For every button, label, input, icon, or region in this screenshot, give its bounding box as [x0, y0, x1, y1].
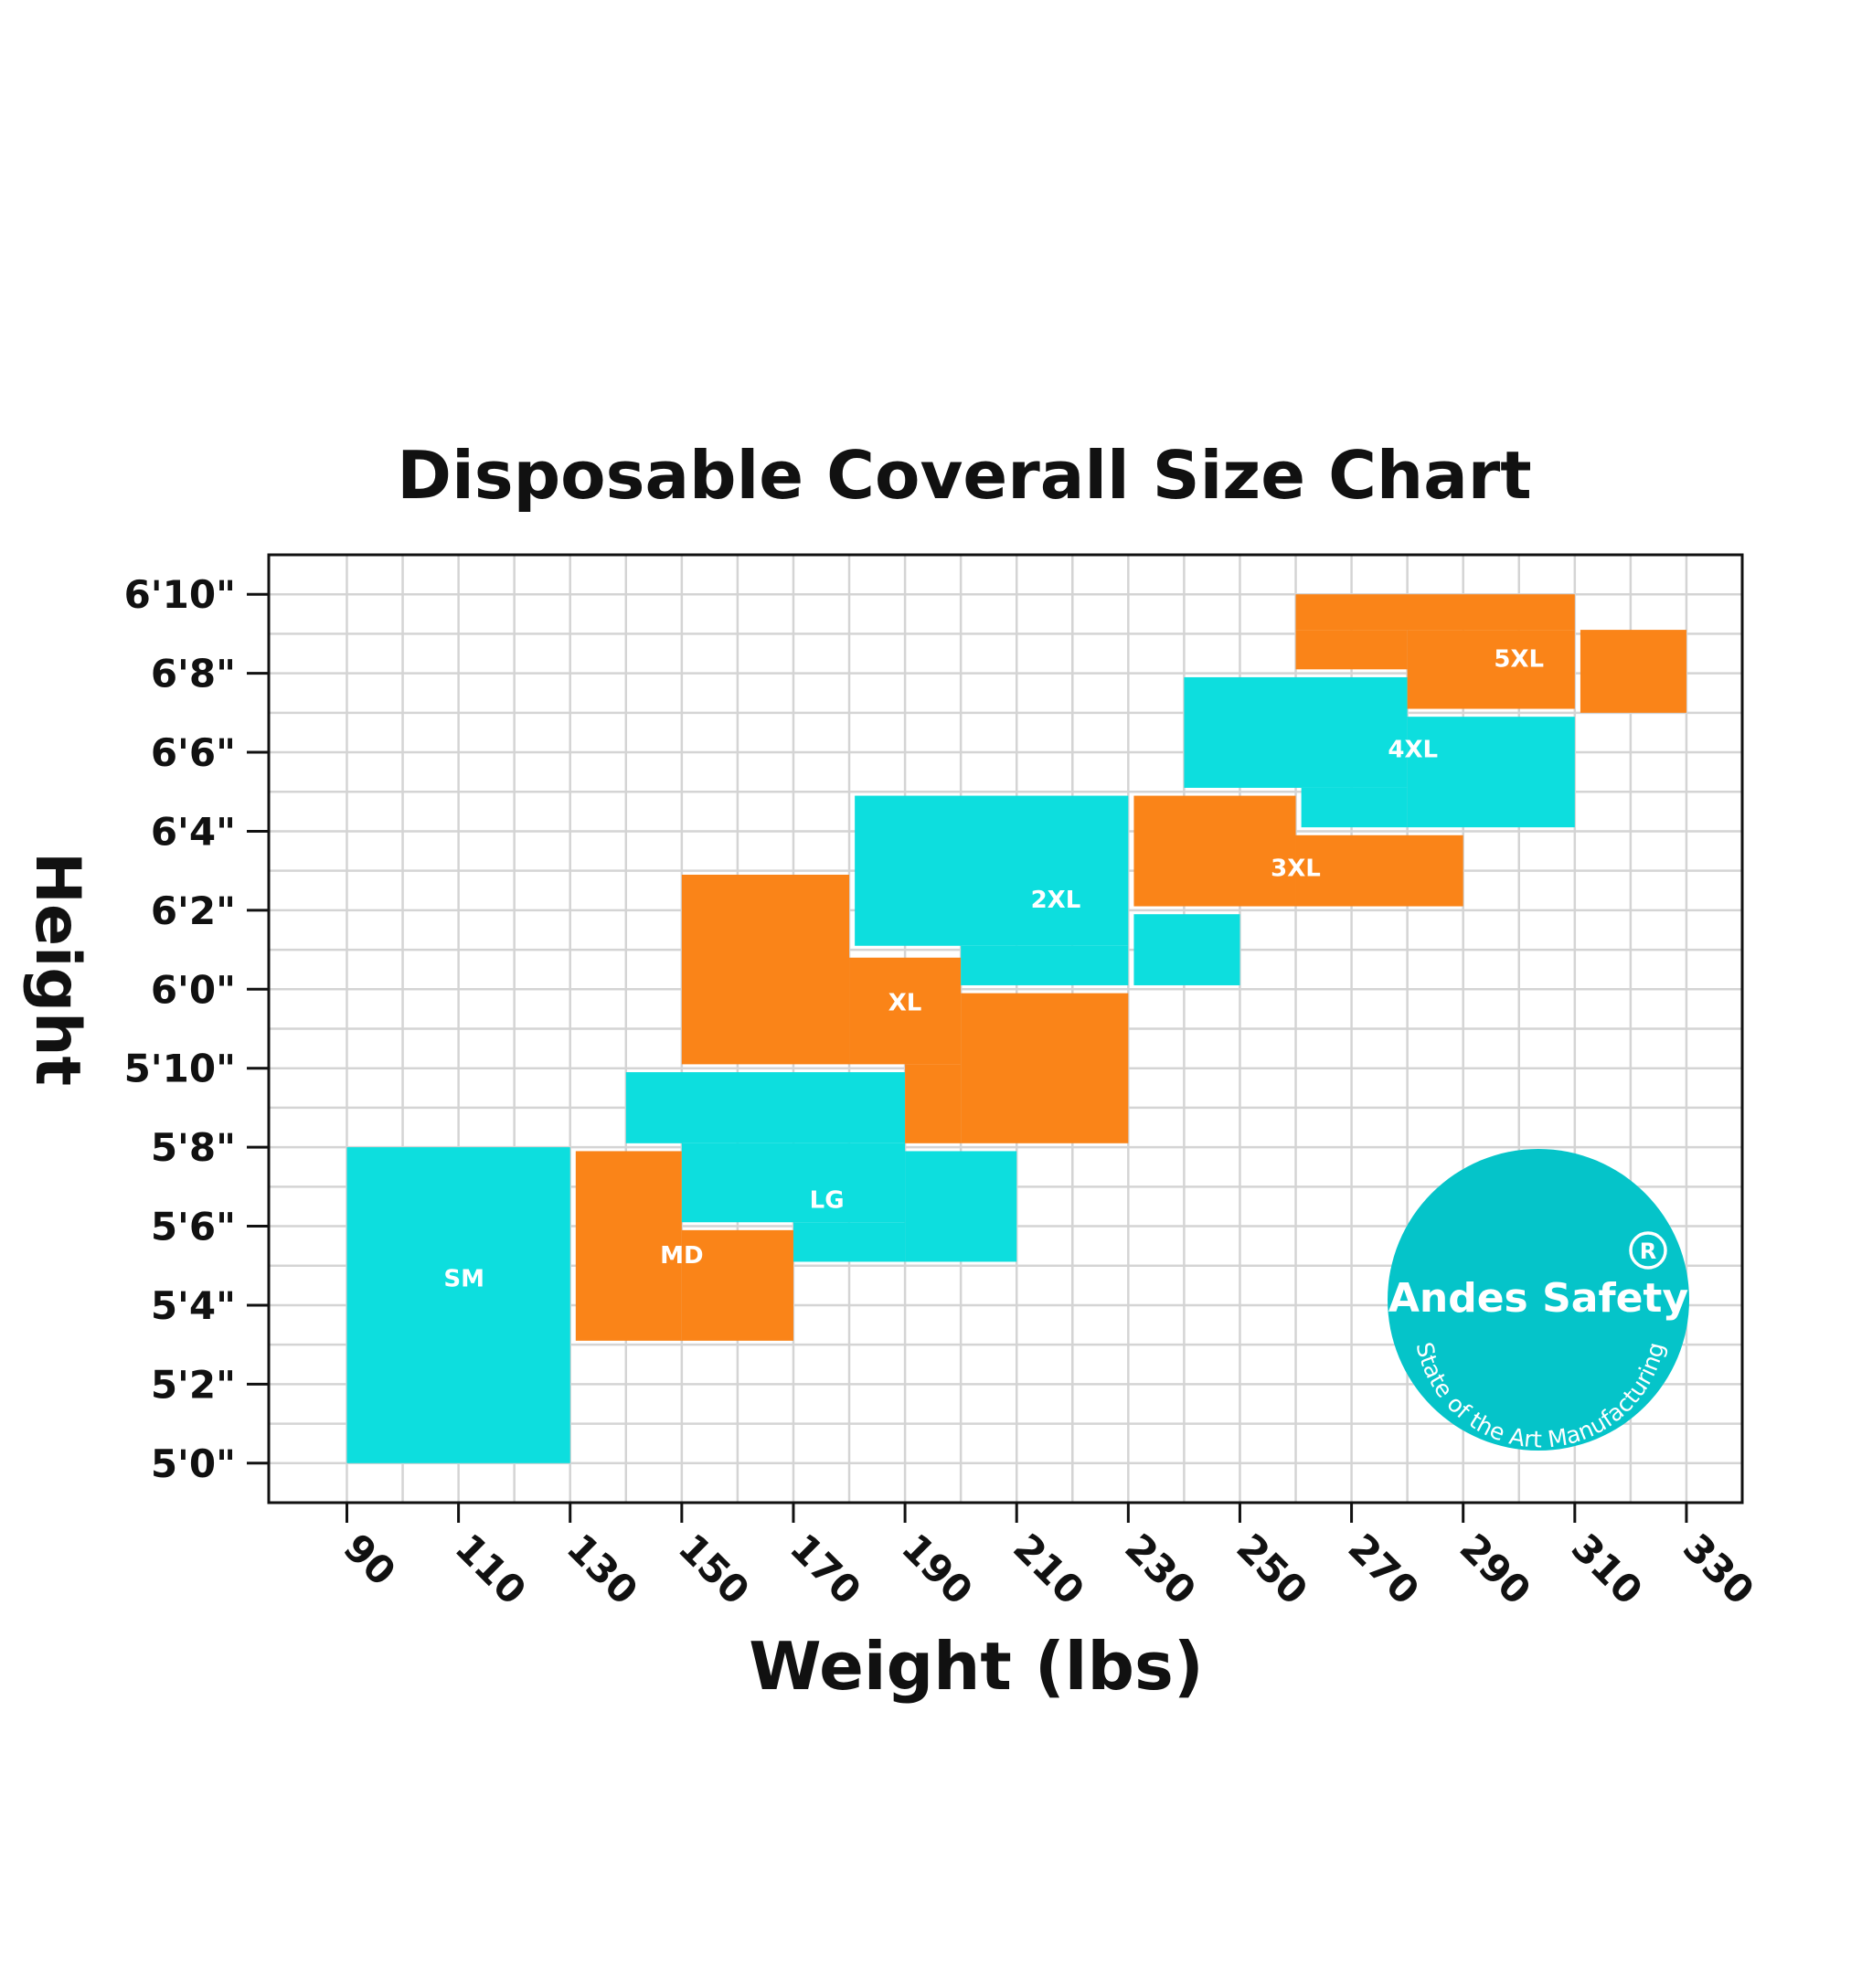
logo-circle [1388, 1149, 1689, 1451]
size-region-4xl [1184, 676, 1575, 828]
size-region-block [1133, 795, 1296, 907]
size-labels: SM MD LG XL 2XL 3XL 4XL 5XL [443, 645, 1544, 1292]
registered-mark: R [1640, 1239, 1656, 1264]
x-tick-label: 150 [670, 1525, 759, 1613]
registered-mark-ring [1629, 1231, 1667, 1270]
size-region-block [905, 1064, 962, 1143]
size-region-block [905, 1151, 1017, 1262]
size-region-xl [681, 874, 1129, 1143]
y-tick-label: 6'10" [124, 572, 236, 617]
size-region-3xl [1133, 795, 1463, 907]
y-axis-label: Height [21, 852, 93, 1086]
size-label-2xl: 2XL [1031, 887, 1081, 914]
size-label-4xl: 4XL [1388, 737, 1438, 764]
size-region-block [849, 957, 962, 1065]
size-region-block [1133, 914, 1240, 985]
size-region-block [1301, 787, 1408, 828]
size-region-block [681, 874, 850, 1065]
size-label-3xl: 3XL [1271, 855, 1321, 882]
y-tick-label: 5'2" [151, 1362, 236, 1407]
size-region-sm [346, 1147, 570, 1463]
y-tick-label: 6'2" [151, 888, 236, 933]
x-tick-label: 210 [1005, 1525, 1093, 1613]
size-label-sm: SM [443, 1266, 484, 1293]
size-region-block [1580, 630, 1686, 713]
logo-brand-text: Andes Safety [1388, 1275, 1688, 1322]
size-region-block [961, 993, 1129, 1143]
y-tick-label: 5'4" [151, 1283, 236, 1328]
x-tick-label: 330 [1675, 1525, 1763, 1613]
size-region-block [1407, 717, 1575, 828]
size-label-md: MD [660, 1242, 703, 1270]
y-tick-label: 6'0" [151, 967, 236, 1012]
x-tick-label: 170 [782, 1525, 870, 1613]
size-region-block [961, 945, 1129, 985]
x-tick-label: 250 [1228, 1525, 1316, 1613]
size-region-block [793, 1222, 906, 1262]
size-region-block [1407, 630, 1575, 709]
x-tick-label: 190 [893, 1525, 982, 1613]
y-tick-label: 5'0" [151, 1441, 236, 1486]
size-region-block [1184, 676, 1408, 788]
size-region-block [575, 1151, 682, 1341]
x-tick-label: 230 [1116, 1525, 1205, 1613]
plot-frame [267, 553, 1744, 1504]
size-region-2xl [855, 795, 1240, 985]
y-tick-label: 6'4" [151, 809, 236, 854]
x-tick-label: 310 [1563, 1525, 1652, 1613]
size-label-5xl: 5XL [1494, 645, 1544, 673]
y-axis-ticks: 5'0" 5'2" 5'4" 5'6" 5'8" 5'10" 6'0" 6'2" 6'4" 6'6… [124, 572, 269, 1486]
size-label-xl: XL [888, 989, 922, 1016]
y-tick-label: 5'10" [124, 1047, 236, 1091]
size-region-lg [625, 1072, 1017, 1262]
x-tick-label: 290 [1452, 1525, 1540, 1613]
size-region-block [625, 1072, 906, 1143]
andes-safety-logo: R Andes Safety State of the Art Manufact… [1388, 1149, 1689, 1452]
size-regions [346, 594, 1686, 1463]
y-tick-label: 5'8" [151, 1125, 236, 1170]
size-region-md [575, 1151, 793, 1341]
x-axis-label: Weight (lbs) [749, 1628, 1204, 1705]
size-region-block [1295, 835, 1463, 907]
size-region-block [1295, 630, 1408, 670]
size-region-block [346, 1147, 570, 1463]
x-tick-label: 130 [558, 1525, 647, 1613]
x-axis-ticks: 90 110 130 150 170 190 210 230 250 270 290 310 330 [335, 1503, 1763, 1613]
size-region-block [681, 1229, 793, 1341]
size-region-block [855, 795, 1129, 946]
y-tick-label: 6'6" [151, 730, 236, 775]
y-tick-label: 6'8" [151, 652, 236, 696]
chart-title: Disposable Coverall Size Chart [397, 437, 1531, 514]
x-tick-label: 90 [335, 1525, 404, 1594]
size-region-block [681, 1143, 906, 1223]
size-label-lg: LG [810, 1186, 845, 1214]
x-tick-label: 110 [447, 1525, 536, 1613]
size-region-block [1295, 594, 1575, 631]
x-tick-label: 270 [1340, 1525, 1429, 1613]
size-region-5xl [1295, 594, 1686, 713]
y-tick-label: 5'6" [151, 1205, 236, 1249]
